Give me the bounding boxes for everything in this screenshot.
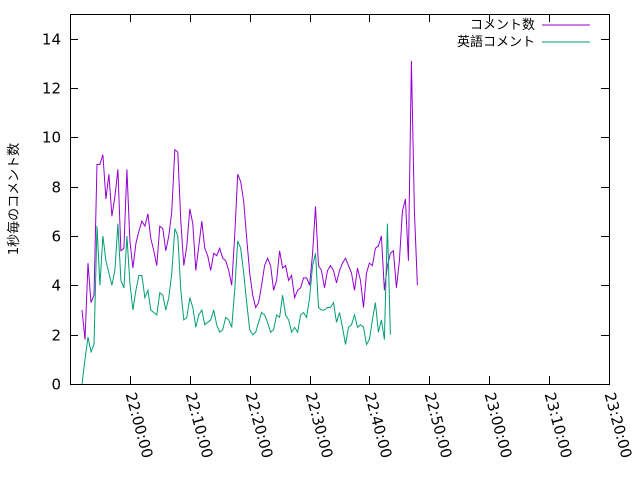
series-lines	[81, 60, 418, 385]
x-tick-label: 22:00:00	[122, 390, 157, 460]
y-tick-label: 6	[51, 228, 61, 246]
y-tick-label: 14	[42, 31, 61, 49]
x-tick-label: 22:30:00	[302, 390, 337, 460]
x-axis: 22:00:00 22:10:00 22:20:00 22:30:00 22:40:00…	[122, 14, 636, 460]
series-line-1	[81, 223, 391, 385]
y-axis: 0 2 4 6 8 10 12 14	[42, 31, 609, 394]
x-tick-label: 22:10:00	[182, 390, 217, 460]
x-tick-label: 22:40:00	[361, 390, 396, 460]
y-tick-label: 0	[51, 376, 61, 394]
x-tick-label: 23:10:00	[541, 390, 576, 460]
legend-label-comment-count: コメント数	[470, 18, 535, 33]
y-tick-label: 4	[51, 277, 61, 295]
x-tick-label: 22:50:00	[421, 390, 456, 460]
y-tick-label: 12	[42, 80, 61, 98]
legend-label-english-comments: 英語コメント	[457, 34, 535, 50]
x-tick-label: 22:20:00	[242, 390, 277, 460]
y-axis-title: 1秒毎のコメント数	[6, 143, 22, 255]
x-tick-label: 23:20:00	[601, 390, 636, 460]
plot-frame	[70, 14, 610, 385]
x-tick-label: 23:00:00	[481, 390, 516, 460]
y-tick-label: 10	[42, 129, 61, 147]
legend: コメント数 英語コメント	[457, 18, 590, 50]
series-line-0	[81, 60, 418, 340]
y-tick-label: 8	[51, 179, 61, 197]
y-tick-label: 2	[51, 327, 61, 345]
